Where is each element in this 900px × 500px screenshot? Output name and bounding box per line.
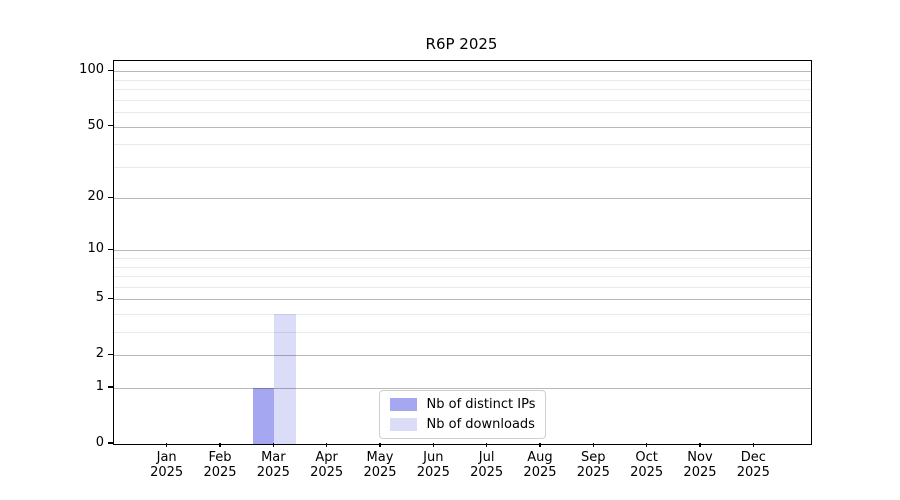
x-tick-year: 2025 (630, 465, 664, 480)
x-tick-month: Feb (208, 450, 232, 465)
y-tick-mark (108, 248, 113, 251)
gridline-minor (114, 166, 811, 168)
gridline-major (114, 126, 811, 128)
x-tick-label: May 2025 (348, 450, 412, 480)
y-tick-label: 2 (95, 346, 104, 362)
x-tick-month: Jun (423, 450, 444, 465)
x-tick-year: 2025 (470, 465, 504, 480)
y-tick-mark (108, 442, 113, 444)
x-tick-month: Jul (478, 450, 495, 465)
x-tick-label: Jan 2025 (135, 450, 199, 480)
gridline-minor (114, 286, 811, 288)
x-tick-year: 2025 (416, 465, 450, 480)
gridline-minor (114, 79, 811, 81)
gridline-minor (114, 266, 811, 268)
bar-nb-of-distinct-ips-mar (252, 388, 275, 444)
y-tick-mark (108, 196, 113, 198)
x-tick-label: Nov 2025 (668, 450, 732, 480)
x-tick-label: Apr 2025 (295, 450, 359, 480)
x-tick-month: Jan (156, 450, 177, 465)
gridline-minor (114, 258, 811, 260)
legend: Nb of distinct IPs Nb of downloads (378, 390, 547, 439)
x-tick-mark (592, 443, 595, 447)
bar-nb-of-downloads-mar (274, 314, 296, 444)
plot-area: Nb of distinct IPs Nb of downloads (113, 60, 812, 445)
gridline-minor (114, 144, 811, 146)
x-tick-label: Dec 2025 (721, 450, 785, 480)
x-tick-label: Aug 2025 (508, 450, 572, 480)
legend-item: Nb of distinct IPs (389, 397, 536, 412)
x-tick-year: 2025 (576, 465, 610, 480)
gridline-major (114, 388, 811, 390)
x-tick-year: 2025 (256, 465, 290, 480)
x-tick-mark (432, 443, 435, 447)
x-tick-year: 2025 (203, 465, 237, 480)
x-tick-month: Mar (261, 450, 286, 465)
x-tick-mark (379, 443, 381, 447)
legend-swatch (389, 418, 417, 431)
x-tick-month: Oct (635, 450, 658, 465)
y-tick-mark (108, 124, 113, 127)
x-tick-month: Nov (687, 450, 713, 465)
x-tick-mark (165, 443, 168, 447)
x-tick-month: Apr (315, 450, 338, 465)
x-tick-label: Mar 2025 (241, 450, 305, 480)
y-tick-label: 100 (79, 62, 104, 78)
y-tick-label: 20 (87, 189, 104, 205)
x-tick-mark (752, 443, 755, 447)
x-tick-mark (325, 443, 328, 447)
y-tick-label: 1 (95, 379, 104, 395)
gridline-minor (114, 314, 811, 316)
y-tick-label: 5 (95, 290, 104, 306)
x-tick-year: 2025 (150, 465, 184, 480)
x-tick-year: 2025 (736, 465, 770, 480)
x-tick-mark (645, 443, 648, 447)
x-tick-year: 2025 (523, 465, 557, 480)
legend-item: Nb of downloads (389, 417, 536, 432)
y-tick-label: 10 (87, 241, 104, 257)
x-tick-label: Oct 2025 (615, 450, 679, 480)
x-tick-year: 2025 (363, 465, 397, 480)
x-tick-label: Jun 2025 (401, 450, 465, 480)
chart-title: R6P 2025 (425, 35, 498, 53)
x-tick-year: 2025 (683, 465, 717, 480)
gridline-major (114, 355, 811, 357)
x-tick-label: Feb 2025 (188, 450, 252, 480)
gridline-major (114, 71, 811, 73)
x-tick-mark (219, 443, 221, 447)
gridline-major (114, 198, 811, 200)
x-tick-year: 2025 (310, 465, 344, 480)
gridline-minor (114, 276, 811, 278)
gridline-minor (114, 99, 811, 101)
x-tick-label: Jul 2025 (455, 450, 519, 480)
y-tick-label: 50 (87, 117, 104, 133)
x-tick-mark (485, 443, 488, 447)
legend-label: Nb of downloads (426, 417, 535, 432)
y-tick-mark (108, 386, 113, 388)
y-tick-mark (108, 297, 113, 300)
x-tick-mark (272, 443, 275, 447)
legend-swatch (389, 398, 417, 411)
x-tick-month: Dec (740, 450, 766, 465)
y-tick-mark (108, 353, 113, 356)
y-tick-label: 0 (95, 435, 104, 450)
x-tick-mark (539, 443, 541, 447)
gridline-minor (114, 332, 811, 334)
legend-label: Nb of distinct IPs (426, 397, 536, 412)
x-tick-month: May (366, 450, 394, 465)
gridline-major (114, 299, 811, 301)
x-tick-month: Aug (527, 450, 553, 465)
x-tick-month: Sep (581, 450, 606, 465)
y-tick-mark (108, 69, 113, 72)
gridline-major (114, 250, 811, 252)
gridline-minor (114, 112, 811, 114)
x-tick-mark (699, 443, 701, 447)
x-tick-label: Sep 2025 (561, 450, 625, 480)
gridline-minor (114, 89, 811, 91)
